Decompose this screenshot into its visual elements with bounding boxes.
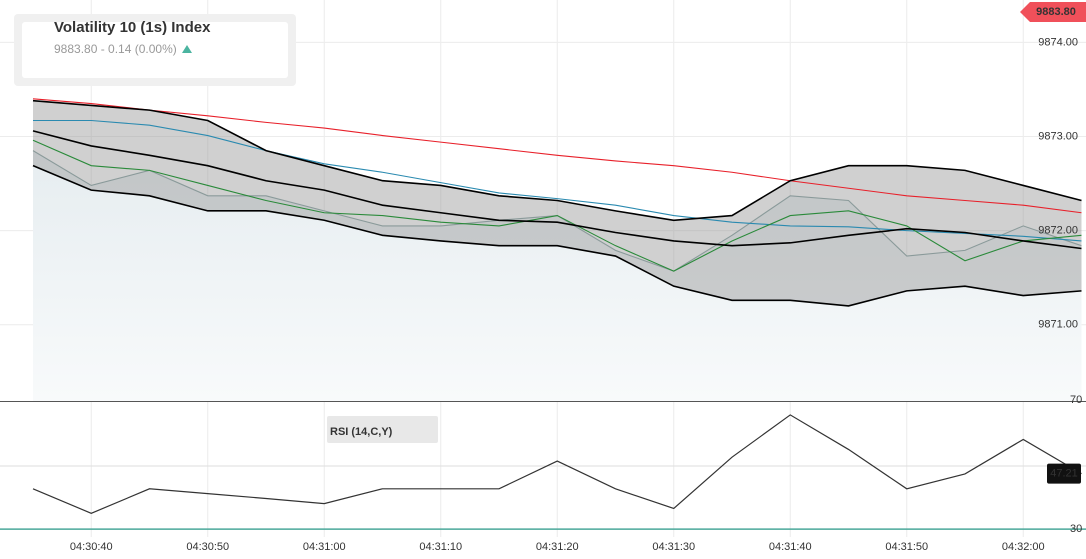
series-line: [32, 98, 1082, 214]
y-tick-label: 9872.00: [1038, 225, 1078, 237]
x-tick-label: 04:32:00: [1002, 541, 1045, 553]
rsi-badge-text: 47.21: [1050, 468, 1078, 480]
rsi-tick-label: 30: [1070, 523, 1082, 535]
price-badge: [1020, 2, 1086, 22]
series-line: [32, 164, 1082, 307]
series-line: [32, 99, 1082, 222]
rsi-badge: [1047, 463, 1081, 484]
band-fill: [33, 100, 1082, 306]
y-tick-label: 9871.00: [1038, 319, 1078, 331]
x-tick-label: 04:31:40: [769, 541, 812, 553]
x-tick-label: 04:31:10: [419, 541, 462, 553]
x-tick-label: 04:31:00: [303, 541, 346, 553]
info-panel: [14, 14, 296, 86]
rsi-label-box: [327, 416, 438, 443]
series-line: [33, 119, 1082, 242]
series-line: [32, 139, 1082, 272]
x-tick-label: 04:30:40: [70, 541, 113, 553]
y-tick-label: 9874.00: [1038, 36, 1078, 48]
rsi-label: RSI (14,C,Y): [330, 426, 393, 438]
rsi-tick-label: 70: [1070, 394, 1082, 406]
x-tick-label: 04:30:50: [186, 541, 229, 553]
x-tick-label: 04:31:50: [885, 541, 928, 553]
x-tick-label: 04:31:20: [536, 541, 579, 553]
symbol-quote: 9883.80 - 0.14 (0.00%): [54, 42, 192, 56]
y-tick-label: 9873.00: [1038, 130, 1078, 142]
series-line: [32, 414, 1082, 514]
symbol-title: Volatility 10 (1s) Index: [54, 19, 211, 36]
x-tick-label: 04:31:30: [652, 541, 695, 553]
series-line: [32, 130, 1082, 250]
price-badge-text: 9883.80: [1036, 6, 1076, 18]
quote-text: 9883.80 - 0.14 (0.00%): [54, 42, 177, 56]
